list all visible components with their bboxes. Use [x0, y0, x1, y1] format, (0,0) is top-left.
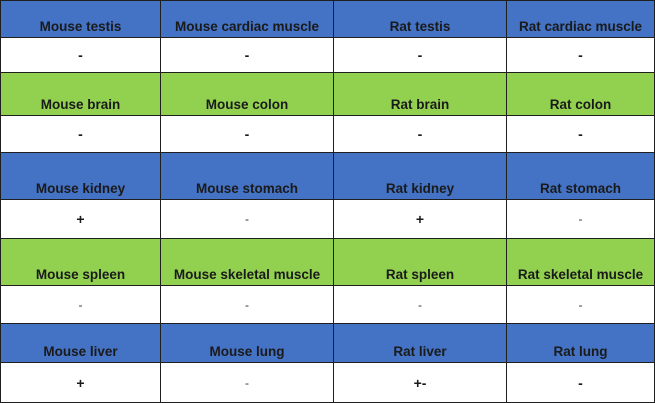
expression-value-cell: -: [334, 38, 507, 73]
tissue-header-cell: Mouse testis: [0, 0, 161, 38]
expression-value-cell: -: [161, 200, 334, 239]
tissue-header-cell: Rat liver: [334, 324, 507, 363]
expression-value-cell: +: [0, 363, 161, 403]
tissue-header-cell: Mouse liver: [0, 324, 161, 363]
expression-value-cell: -: [507, 286, 655, 324]
expression-value-cell: +: [334, 200, 507, 239]
expression-value-cell: -: [507, 116, 655, 153]
tissue-header-cell: Mouse lung: [161, 324, 334, 363]
tissue-header-cell: Rat skeletal muscle: [507, 239, 655, 286]
tissue-header-cell: Mouse kidney: [0, 153, 161, 200]
expression-value-cell: -: [0, 38, 161, 73]
tissue-header-cell: Rat spleen: [334, 239, 507, 286]
tissue-header-cell: Mouse skeletal muscle: [161, 239, 334, 286]
expression-value-cell: -: [161, 286, 334, 324]
tissue-header-cell: Mouse colon: [161, 73, 334, 116]
expression-value-cell: -: [161, 38, 334, 73]
tissue-header-cell: Rat colon: [507, 73, 655, 116]
tissue-header-cell: Mouse cardiac muscle: [161, 0, 334, 38]
tissue-header-cell: Mouse brain: [0, 73, 161, 116]
tissue-header-cell: Rat testis: [334, 0, 507, 38]
tissue-header-cell: Rat cardiac muscle: [507, 0, 655, 38]
tissue-header-cell: Mouse spleen: [0, 239, 161, 286]
expression-value-cell: +-: [334, 363, 507, 403]
expression-value-cell: -: [507, 200, 655, 239]
expression-value-cell: +: [0, 200, 161, 239]
tissue-header-cell: Rat lung: [507, 324, 655, 363]
expression-value-cell: -: [334, 286, 507, 324]
tissue-header-cell: Rat brain: [334, 73, 507, 116]
expression-value-cell: -: [334, 116, 507, 153]
tissue-header-cell: Mouse stomach: [161, 153, 334, 200]
expression-value-cell: -: [507, 363, 655, 403]
expression-value-cell: -: [161, 363, 334, 403]
tissue-header-cell: Rat kidney: [334, 153, 507, 200]
tissue-header-cell: Rat stomach: [507, 153, 655, 200]
expression-value-cell: -: [0, 116, 161, 153]
expression-value-cell: -: [507, 38, 655, 73]
expression-value-cell: -: [0, 286, 161, 324]
expression-value-cell: -: [161, 116, 334, 153]
